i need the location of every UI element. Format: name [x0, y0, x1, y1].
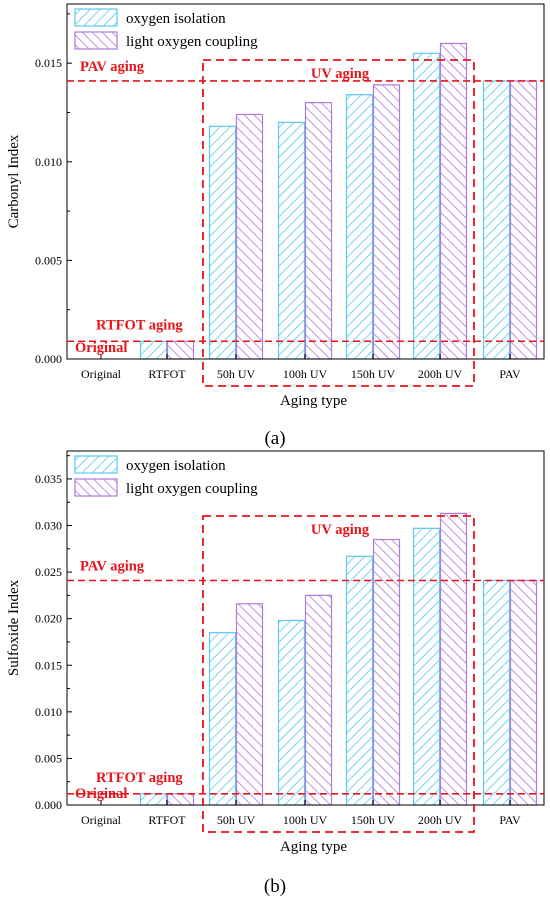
legend-swatch-light-oxygen-coupling: [74, 31, 118, 50]
caption-b: (b): [264, 876, 286, 897]
panel-a: 0.000 0.005 0.010 0.015 Original RTFOT 50h UV 1…: [6, 3, 545, 409]
bar-light-oxygen-coupling-4: [372, 84, 401, 360]
uv-aging-box: [202, 515, 475, 833]
bar-oxygen-isolation-4: [345, 555, 374, 806]
uv-aging-label: UV aging: [311, 66, 370, 82]
bar-oxygen-isolation-2: [208, 125, 237, 360]
x-tick-label: 100h UV: [283, 367, 328, 381]
bar-oxygen-isolation-5: [412, 52, 441, 360]
reference-label-pav-aging: PAV aging: [80, 59, 145, 75]
bar-light-oxygen-coupling-6: [509, 80, 538, 360]
bar-light-oxygen-coupling-1: [166, 340, 195, 360]
uv-aging-box: [202, 59, 475, 387]
x-tick-label: 50h UV: [217, 367, 256, 381]
x-axis-title: Aging type: [280, 393, 347, 409]
bar-light-oxygen-coupling-6: [509, 579, 538, 806]
reference-label-rtfot-aging: RTFOT aging: [96, 317, 183, 333]
legend-label-light-oxygen-coupling: light oxygen coupling: [126, 34, 258, 50]
bar-oxygen-isolation-4: [345, 94, 374, 360]
bar-oxygen-isolation-3: [277, 121, 306, 360]
y-tick-label: 0.000: [35, 798, 62, 812]
x-tick-label: 150h UV: [351, 367, 396, 381]
x-tick-label: 200h UV: [418, 367, 463, 381]
bar-oxygen-isolation-5: [412, 527, 441, 806]
y-tick-label: 0.035: [35, 472, 62, 486]
bar-light-oxygen-coupling-3: [304, 102, 333, 360]
x-axis-title: Aging type: [280, 839, 347, 855]
bar-oxygen-isolation-1: [139, 793, 168, 806]
y-tick-label: 0.020: [35, 612, 62, 626]
x-tick-label: 200h UV: [418, 813, 463, 827]
bar-oxygen-isolation-3: [277, 619, 306, 806]
legend-label-oxygen-isolation: oxygen isolation: [126, 11, 226, 27]
x-tick-label: 100h UV: [283, 813, 328, 827]
x-tick-label: RTFOT: [148, 367, 186, 381]
legend-label-oxygen-isolation: oxygen isolation: [126, 458, 226, 474]
bar-light-oxygen-coupling-4: [372, 538, 401, 806]
reference-label-rtfot-aging: RTFOT aging: [96, 770, 183, 786]
y-tick-label: 0.015: [35, 56, 62, 70]
y-axis-title: Carbonyl Index: [6, 134, 22, 228]
x-tick-label: Original: [81, 367, 122, 381]
x-tick-label: PAV: [499, 367, 521, 381]
bar-light-oxygen-coupling-2: [235, 113, 264, 360]
legend-swatch-oxygen-isolation: [74, 455, 118, 474]
bar-light-oxygen-coupling-5: [439, 512, 468, 806]
uv-aging-label: UV aging: [311, 522, 370, 538]
x-tick-label: PAV: [499, 813, 521, 827]
reference-label-pav-aging: PAV aging: [80, 558, 145, 574]
reference-label-original: Original: [75, 786, 127, 802]
x-tick-label: 150h UV: [351, 813, 396, 827]
bar-light-oxygen-coupling-3: [304, 594, 333, 806]
bar-light-oxygen-coupling-5: [439, 42, 468, 360]
legend-label-light-oxygen-coupling: light oxygen coupling: [126, 481, 258, 497]
legend-swatch-light-oxygen-coupling: [74, 478, 118, 497]
x-tick-label: Original: [81, 813, 122, 827]
bar-light-oxygen-coupling-2: [235, 603, 264, 806]
bar-oxygen-isolation-2: [208, 632, 237, 806]
bar-light-oxygen-coupling-1: [166, 793, 195, 806]
y-tick-label: 0.005: [35, 253, 62, 267]
y-axis-title: Sulfoxide Index: [6, 579, 22, 676]
y-tick-label: 0.005: [35, 751, 62, 765]
x-tick-label: 50h UV: [217, 813, 256, 827]
bar-oxygen-isolation-6: [482, 579, 511, 806]
y-tick-label: 0.015: [35, 658, 62, 672]
y-tick-label: 0.000: [35, 352, 62, 366]
y-tick-label: 0.010: [35, 155, 62, 169]
y-tick-label: 0.030: [35, 519, 62, 533]
bar-oxygen-isolation-1: [139, 340, 168, 360]
panel-b: 0.000 0.005 0.010 0.015 0.020 0.025 0.030 0.035…: [6, 450, 545, 855]
y-tick-label: 0.025: [35, 565, 62, 579]
reference-label-original: Original: [75, 340, 127, 356]
caption-a: (a): [264, 428, 285, 449]
legend-swatch-oxygen-isolation: [74, 8, 118, 27]
y-tick-label: 0.010: [35, 705, 62, 719]
x-tick-label: RTFOT: [148, 813, 186, 827]
bar-oxygen-isolation-6: [482, 80, 511, 360]
